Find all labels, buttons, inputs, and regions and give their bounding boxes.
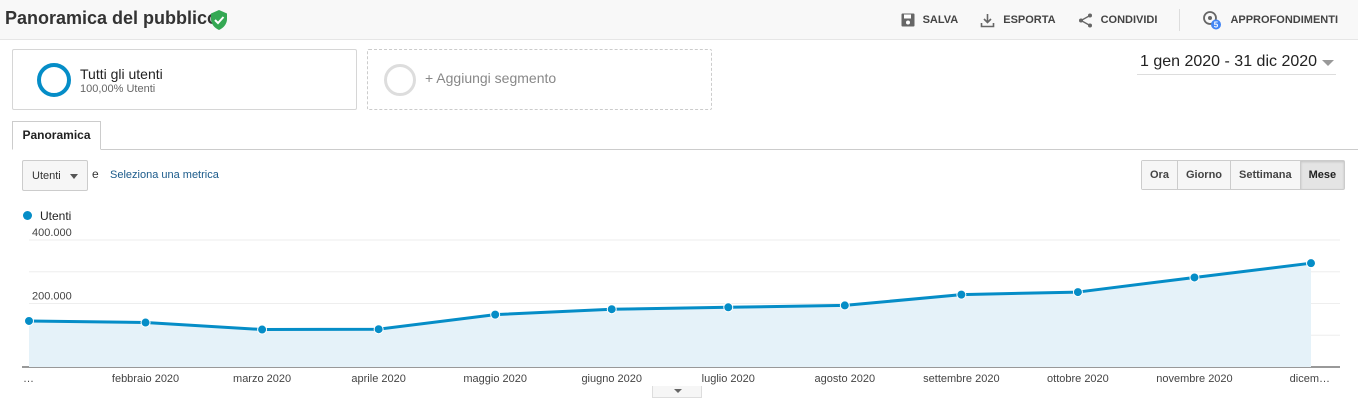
chevron-down-icon <box>674 389 682 393</box>
segment-ring-icon <box>37 63 71 97</box>
segment-name: Tutti gli utenti <box>80 66 163 82</box>
share-icon <box>1078 13 1092 27</box>
data-point <box>24 315 34 326</box>
x-tick-label: ottobre 2020 <box>1047 373 1109 385</box>
legend-label: Utenti <box>40 209 72 223</box>
data-point <box>257 324 268 335</box>
data-point <box>490 309 501 320</box>
expand-chart-toggle[interactable] <box>652 386 702 398</box>
insights-badge: 5 <box>1214 21 1219 30</box>
page-title: Panoramica del pubblico <box>5 8 219 28</box>
x-tick-label: settembre 2020 <box>923 373 999 385</box>
chevron-down-icon <box>1322 60 1334 66</box>
export-button[interactable]: ESPORTA <box>980 13 1056 28</box>
granularity-month[interactable]: Mese <box>1300 161 1345 189</box>
x-tick-label: luglio 2020 <box>702 373 755 385</box>
date-range-picker[interactable]: 1 gen 2020 - 31 dic 2020 <box>1137 51 1336 75</box>
granularity-hour[interactable]: Ora <box>1142 161 1178 189</box>
date-range-label: 1 gen 2020 - 31 dic 2020 <box>1140 53 1318 70</box>
x-tick-label: novembre 2020 <box>1156 373 1232 385</box>
report-header: Panoramica del pubblico SALVA ESPORTA <box>0 0 1358 40</box>
segment-percentage: 100,00% Utenti <box>80 83 156 95</box>
tab-divider <box>12 149 1358 150</box>
verified-shield-icon <box>211 10 227 30</box>
insights-button[interactable]: 5 APPROFONDIMENTI <box>1202 10 1338 30</box>
data-point <box>956 289 967 300</box>
area-fill <box>29 263 1311 367</box>
users-line-chart: 400.000 200.000 … febbraio 2020 marzo 2020 ap… <box>22 227 1340 385</box>
y-tick-label: 400.000 <box>32 227 72 239</box>
tab-overview[interactable]: Panoramica <box>12 121 101 150</box>
data-point <box>839 300 850 311</box>
legend-marker-icon <box>23 211 32 220</box>
x-tick-label: … <box>23 373 34 385</box>
save-button[interactable]: SALVA <box>901 13 959 27</box>
export-icon <box>980 13 995 27</box>
select-metric-link[interactable]: Seleziona una metrica <box>110 169 219 181</box>
insights-label: APPROFONDIMENTI <box>1230 14 1338 26</box>
x-tick-label: aprile 2020 <box>351 373 405 385</box>
granularity-week[interactable]: Settimana <box>1231 161 1301 189</box>
metric-conjunction: e <box>92 167 99 181</box>
granularity-switcher: Ora Giorno Settimana Mese <box>1141 160 1346 190</box>
y-tick-label: 200.000 <box>32 291 72 303</box>
x-tick-label: dicem… <box>1290 373 1330 385</box>
header-actions: SALVA ESPORTA CONDIVIDI 5 <box>879 0 1338 40</box>
save-label: SALVA <box>922 14 959 26</box>
x-tick-label: giugno 2020 <box>581 373 642 385</box>
insights-icon: 5 <box>1203 11 1222 30</box>
data-point <box>606 304 617 315</box>
share-button[interactable]: CONDIVIDI <box>1078 13 1158 28</box>
export-label: ESPORTA <box>1003 14 1056 26</box>
action-divider <box>1179 9 1181 31</box>
empty-segment-ring-icon <box>384 64 416 96</box>
segment-all-users[interactable]: Tutti gli utenti 100,00% Utenti <box>12 49 357 110</box>
data-point <box>1189 272 1200 283</box>
data-point <box>723 302 734 313</box>
add-segment-button[interactable]: + Aggiungi segmento <box>367 49 712 110</box>
data-point <box>140 317 151 328</box>
chevron-down-icon <box>70 174 78 179</box>
metric-dropdown-label: Utenti <box>32 170 61 182</box>
x-tick-label: maggio 2020 <box>463 373 527 385</box>
data-point <box>1072 287 1083 298</box>
series-line <box>28 261 1312 332</box>
data-point <box>1306 258 1316 269</box>
save-icon <box>901 13 915 27</box>
add-segment-label: + Aggiungi segmento <box>425 70 557 86</box>
granularity-day[interactable]: Giorno <box>1177 161 1232 189</box>
x-tick-label: febbraio 2020 <box>112 373 179 385</box>
x-tick-label: marzo 2020 <box>233 373 291 385</box>
share-label: CONDIVIDI <box>1100 14 1158 26</box>
x-tick-label: agosto 2020 <box>815 373 876 385</box>
data-point <box>373 324 384 335</box>
metric-dropdown[interactable]: Utenti <box>22 160 88 191</box>
